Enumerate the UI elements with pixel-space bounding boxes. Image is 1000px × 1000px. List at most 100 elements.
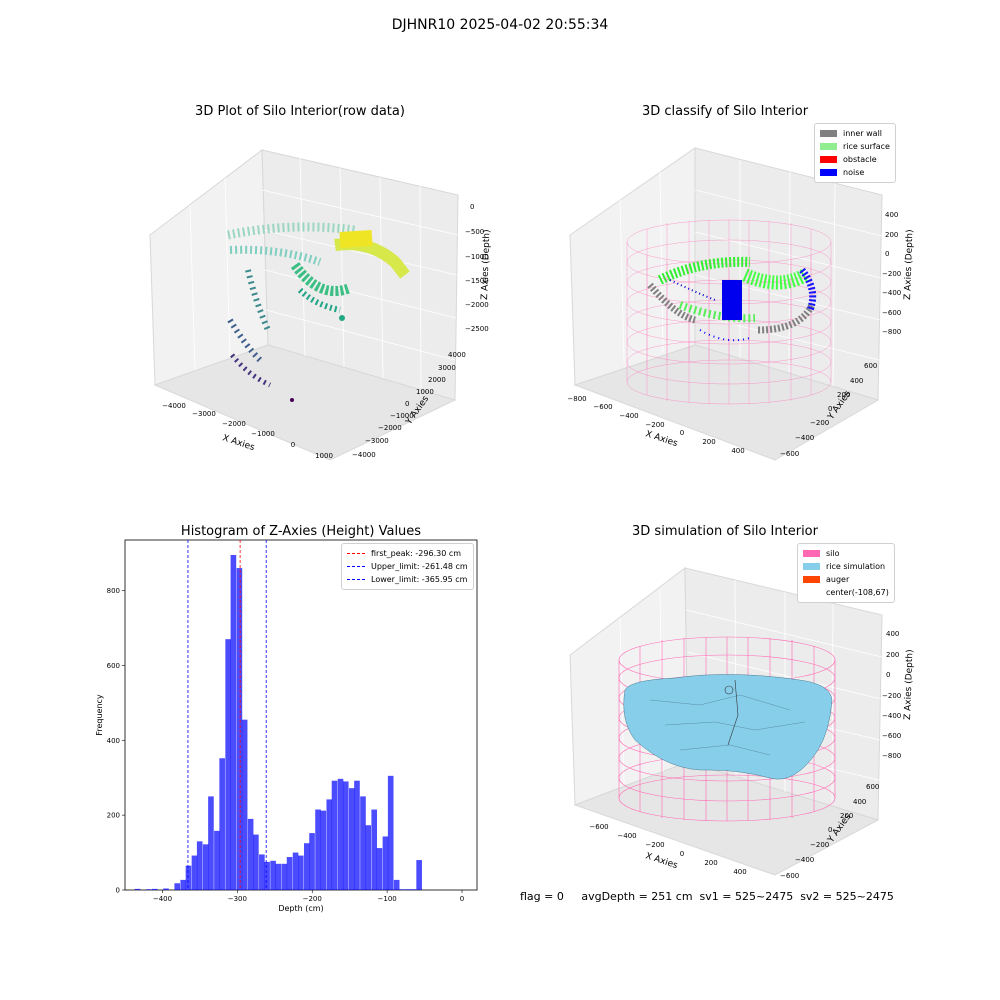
tick: −1000 <box>390 412 414 420</box>
legend-swatch <box>820 130 837 137</box>
tick: −200 <box>645 841 664 849</box>
tick: 0 <box>828 826 832 834</box>
panel4-title: 3D simulation of Silo Interior <box>632 524 818 539</box>
hist-axes-frame <box>124 539 478 891</box>
tick: −2500 <box>465 325 489 333</box>
tick: 200 <box>840 812 853 820</box>
tick: −200 <box>810 841 829 849</box>
tick: 1000 <box>416 388 434 396</box>
tick: 200 <box>702 438 715 446</box>
tick: 3000 <box>438 364 456 372</box>
panel1-3d-plot: −4000 −3000 −2000 −1000 0 1000 4000 3000… <box>149 149 492 461</box>
legend-swatch <box>820 143 837 150</box>
tick: 0 <box>291 441 295 449</box>
panel1-y-ticks: 4000 3000 2000 1000 0 −1000 −2000 −3000 … <box>352 351 466 459</box>
panel2-3d-plot: −800 −600 −400 −200 0 200 400 600 400 20… <box>567 147 915 461</box>
tick: 200 <box>885 231 898 239</box>
x-tick-label: −200 <box>303 895 322 903</box>
tick: 600 <box>864 362 877 370</box>
hist-bar <box>230 554 237 890</box>
tick: 0 <box>470 203 474 211</box>
tick: 400 <box>733 868 746 876</box>
hist-bar <box>342 781 349 890</box>
histogram-chart: −400 −300 −200 −100 0 0 200 400 600 800 Depth (c… <box>95 539 478 913</box>
panel2-x-ticks: −800 −600 −400 −200 0 200 400 <box>567 395 744 455</box>
hist-ylabel: Frequency <box>95 694 104 736</box>
hist-bar <box>225 639 231 890</box>
tick: −2000 <box>378 424 402 432</box>
y-tick-label: 400 <box>107 737 120 745</box>
hist-bar <box>393 879 400 890</box>
tick: −400 <box>617 832 636 840</box>
hist-bar <box>382 836 389 890</box>
hist-legend: first_peak: -296.30 cm Upper_limit: -261… <box>341 543 474 590</box>
hist-bar <box>320 810 327 890</box>
legend-line <box>347 579 365 580</box>
hist-bar <box>371 809 378 890</box>
x-tick-label: −100 <box>378 895 397 903</box>
tick: −400 <box>882 712 901 720</box>
hist-bar <box>331 780 338 890</box>
hist-bar <box>219 758 225 890</box>
legend-swatch <box>820 156 837 163</box>
panel2-legend: inner wall rice surface obstacle noise <box>814 123 896 183</box>
tick: −600 <box>882 732 901 740</box>
legend-swatch <box>820 169 837 176</box>
panel1-title: 3D Plot of Silo Interior(row data) <box>195 104 405 119</box>
y-tick-label: 0 <box>116 887 120 895</box>
legend-entry: rice simulation <box>803 560 889 573</box>
tick: 4000 <box>448 351 466 359</box>
tick: −200 <box>810 419 829 427</box>
tick: 200 <box>704 859 717 867</box>
tick: −200 <box>645 421 664 429</box>
panel2-panes <box>569 147 883 461</box>
tick: −400 <box>882 289 901 297</box>
hist-bar <box>292 852 299 890</box>
tick: −2000 <box>465 301 489 309</box>
tick: −4000 <box>162 402 186 410</box>
hist-title: Histogram of Z-Axies (Height) Values <box>180 524 422 539</box>
tick: 0 <box>886 671 890 679</box>
tick: 400 <box>731 447 744 455</box>
tick: 0 <box>405 400 409 408</box>
hist-bar <box>134 888 141 890</box>
panel2-class-points <box>647 256 817 342</box>
tick: 0 <box>680 850 684 858</box>
status-info: flag = 0 avgDepth = 251 cm sv1 = 525~247… <box>520 890 894 903</box>
hist-bar <box>399 889 405 890</box>
tick: 200 <box>886 651 899 659</box>
legend-entry: first_peak: -296.30 cm <box>347 547 468 560</box>
hist-bar <box>337 778 344 890</box>
legend-entry: silo <box>803 547 889 560</box>
tick: −400 <box>619 412 638 420</box>
panel2-zlabel: Z Axies (Depth) <box>903 229 915 300</box>
hist-bar <box>348 788 355 890</box>
hist-bar <box>309 833 315 890</box>
x-tick-label: 0 <box>460 895 464 903</box>
hist-bar <box>416 860 422 890</box>
hist-bar <box>315 809 321 890</box>
tick: −600 <box>882 309 901 317</box>
tick: 0 <box>680 429 684 437</box>
hist-bar <box>236 568 243 890</box>
panel1-x-ticks: −4000 −3000 −2000 −1000 0 1000 <box>162 402 333 460</box>
tick: −2000 <box>222 420 246 428</box>
legend-entry: rice surface <box>820 140 890 153</box>
hist-bar <box>247 818 254 890</box>
hist-bar <box>326 799 333 890</box>
tick: 0 <box>885 250 889 258</box>
figure-title: DJHNR10 2025-04-02 20:55:34 <box>391 17 609 33</box>
tick: −4000 <box>352 451 376 459</box>
panel4-x-ticks: −600 −400 −200 0 200 400 <box>589 823 746 876</box>
tick: −800 <box>882 328 901 336</box>
panel1-panes <box>149 149 459 461</box>
hist-bar <box>259 854 265 890</box>
panel2-y-ticks: 600 400 200 0 −200 −400 −600 <box>780 362 877 458</box>
tick: 1000 <box>315 452 333 460</box>
hist-bar <box>360 796 366 890</box>
hist-bar <box>264 861 270 890</box>
panel4-z-ticks: 400 200 0 −200 −400 −600 −800 <box>882 630 901 760</box>
legend-line <box>347 553 365 554</box>
hist-bar <box>405 889 411 890</box>
legend-line <box>347 566 365 567</box>
